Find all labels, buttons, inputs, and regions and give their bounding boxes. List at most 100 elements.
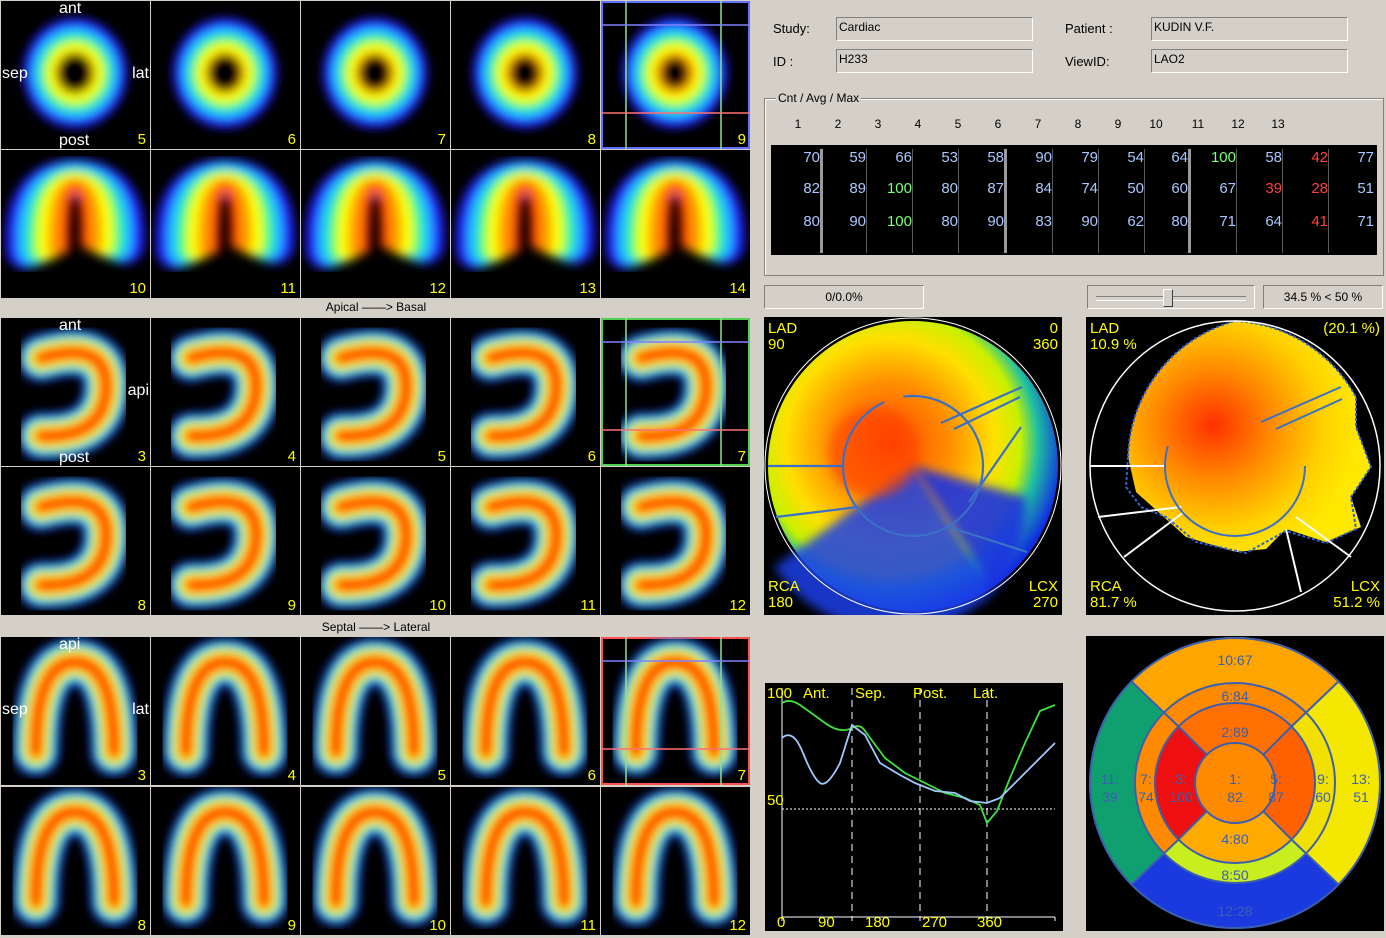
vertical-long-axis-slice[interactable]: 10: [301, 467, 450, 615]
segment-map[interactable]: 10:67 6:84 2:89 11: 39 7: 74 3: 100 1: 8…: [1086, 636, 1384, 931]
short-axis-slice[interactable]: 5 ant sep lat post: [1, 1, 150, 149]
counter-panel: 0/0.0%: [764, 285, 924, 309]
table-column-separator: [1282, 149, 1283, 253]
short-axis-slice[interactable]: 6: [151, 1, 300, 149]
segment-8: 8:50: [1221, 867, 1249, 883]
segment-12: 12:28: [1217, 903, 1253, 919]
slice-number: 9: [287, 917, 296, 934]
circumferential-profile[interactable]: 100 50 Ant. Sep. Post. Lat. 0 90 180 270…: [765, 683, 1063, 931]
table-column-separator: [866, 149, 867, 253]
horizontal-long-axis-slice[interactable]: 8: [1, 787, 150, 935]
segment-3-value: 100: [1169, 789, 1193, 805]
short-axis-slice[interactable]: 13: [451, 150, 600, 298]
vertical-long-axis-slice[interactable]: 5: [301, 318, 450, 466]
vertical-long-axis-slice[interactable]: 7: [601, 318, 750, 466]
profile-mid: 50: [767, 792, 784, 809]
vertical-long-axis-slice[interactable]: 11: [451, 467, 600, 615]
table-column-header: 7: [1034, 117, 1042, 131]
table-cell: 50: [1127, 180, 1144, 197]
horizontal-long-axis-slice[interactable]: 7: [601, 637, 750, 785]
viewid-field[interactable]: LAO2: [1151, 49, 1348, 73]
segment-7-value: 74: [1138, 789, 1154, 805]
table-group-separator: [1004, 149, 1007, 253]
slice-number: 5: [437, 767, 446, 784]
short-axis-slice[interactable]: 12: [301, 150, 450, 298]
short-axis-slice[interactable]: 8: [451, 1, 600, 149]
table-cell: 90: [1081, 213, 1098, 230]
slice-number: 3: [137, 767, 146, 784]
table-cell: 42: [1311, 149, 1328, 166]
horizontal-long-axis-slice[interactable]: 9: [151, 787, 300, 935]
table-cell: 87: [987, 180, 1004, 197]
horizontal-long-axis-slice[interactable]: 3 api sep lat: [1, 637, 150, 785]
study-label: Study:: [773, 21, 810, 36]
vertical-long-axis-slice[interactable]: 3 ant api post: [1, 318, 150, 466]
defect-lad-value: 10.9 %: [1090, 336, 1137, 353]
profile-xtick-360: 360: [977, 914, 1003, 931]
slider-thumb[interactable]: [1162, 289, 1173, 307]
slice-number: 5: [137, 131, 146, 148]
slice-number: 10: [429, 917, 446, 934]
septal-lateral-caption: Septal ——> Lateral: [321, 620, 431, 634]
horizontal-long-axis-slice[interactable]: 6: [451, 637, 600, 785]
slice-number: 4: [287, 448, 296, 465]
short-axis-slice[interactable]: 10: [1, 150, 150, 298]
orientation-label-bottom: post: [59, 132, 90, 149]
short-axis-slice[interactable]: 14: [601, 150, 750, 298]
horizontal-long-axis-slice[interactable]: 12: [601, 787, 750, 935]
table-column-header: 12: [1231, 117, 1245, 131]
segment-13-value: 51: [1353, 789, 1369, 805]
table-cell: 80: [941, 180, 958, 197]
defect-lcx-label: LCX: [1350, 578, 1380, 595]
segment-4: 4:80: [1221, 831, 1249, 847]
slice-number: 9: [737, 131, 746, 148]
table-cell: 51: [1357, 180, 1374, 197]
slice-number: 8: [137, 917, 146, 934]
slice-number: 6: [587, 448, 596, 465]
orientation-label-left: sep: [2, 65, 28, 82]
patient-field[interactable]: KUDIN V.F.: [1151, 17, 1348, 41]
horizontal-long-axis-slice[interactable]: 5: [301, 637, 450, 785]
vertical-long-axis-slice[interactable]: 4: [151, 318, 300, 466]
table-column-header: 13: [1271, 117, 1285, 131]
segment-9-value: 60: [1315, 789, 1331, 805]
segment-11-id: 11:: [1100, 771, 1120, 787]
table-column-header: 4: [914, 117, 922, 131]
segment-2: 2:89: [1221, 724, 1249, 740]
horizontal-long-axis-slice[interactable]: 10: [301, 787, 450, 935]
table-column-separator: [1098, 149, 1099, 253]
table-cell: 71: [1219, 213, 1236, 230]
defect-map[interactable]: LAD 10.9 % (20.1 %) RCA 81.7 % LCX 51.2 …: [1086, 317, 1384, 615]
segment-1-id: 1:: [1229, 771, 1241, 787]
profile-ymax: 100: [767, 685, 793, 702]
table-column-separator: [958, 149, 959, 253]
table-cell: 80: [941, 213, 958, 230]
polar-lcx-angle: 270: [1032, 594, 1058, 611]
count-table-title: Cnt / Avg / Max: [776, 91, 862, 105]
table-group-separator: [1188, 149, 1191, 253]
segment-11-value: 39: [1102, 789, 1118, 805]
table-cell: 100: [886, 180, 912, 197]
segment-13-id: 13:: [1351, 771, 1371, 787]
vertical-long-axis-slice[interactable]: 9: [151, 467, 300, 615]
defect-rca-label: RCA: [1090, 578, 1122, 595]
segment-1-value: 82: [1227, 789, 1243, 805]
polar-map[interactable]: LAD 90 0 360 RCA 180 LCX 270: [764, 317, 1062, 615]
short-axis-slice[interactable]: 9: [601, 1, 750, 149]
vertical-long-axis-slice[interactable]: 8: [1, 467, 150, 615]
table-column-separator: [912, 149, 913, 253]
table-cell: 39: [1265, 180, 1282, 197]
threshold-slider[interactable]: [1087, 285, 1255, 309]
polar-lcx-label: LCX: [1028, 578, 1058, 595]
table-cell: 59: [849, 149, 866, 166]
orientation-label-left: sep: [2, 701, 28, 718]
vertical-long-axis-slice[interactable]: 6: [451, 318, 600, 466]
id-field[interactable]: H233: [836, 49, 1033, 73]
horizontal-long-axis-slice[interactable]: 4: [151, 637, 300, 785]
vertical-long-axis-slice[interactable]: 12: [601, 467, 750, 615]
short-axis-slice[interactable]: 11: [151, 150, 300, 298]
horizontal-long-axis-slice[interactable]: 11: [451, 787, 600, 935]
short-axis-slice[interactable]: 7: [301, 1, 450, 149]
slice-number: 8: [137, 597, 146, 614]
study-field[interactable]: Cardiac: [836, 17, 1033, 41]
